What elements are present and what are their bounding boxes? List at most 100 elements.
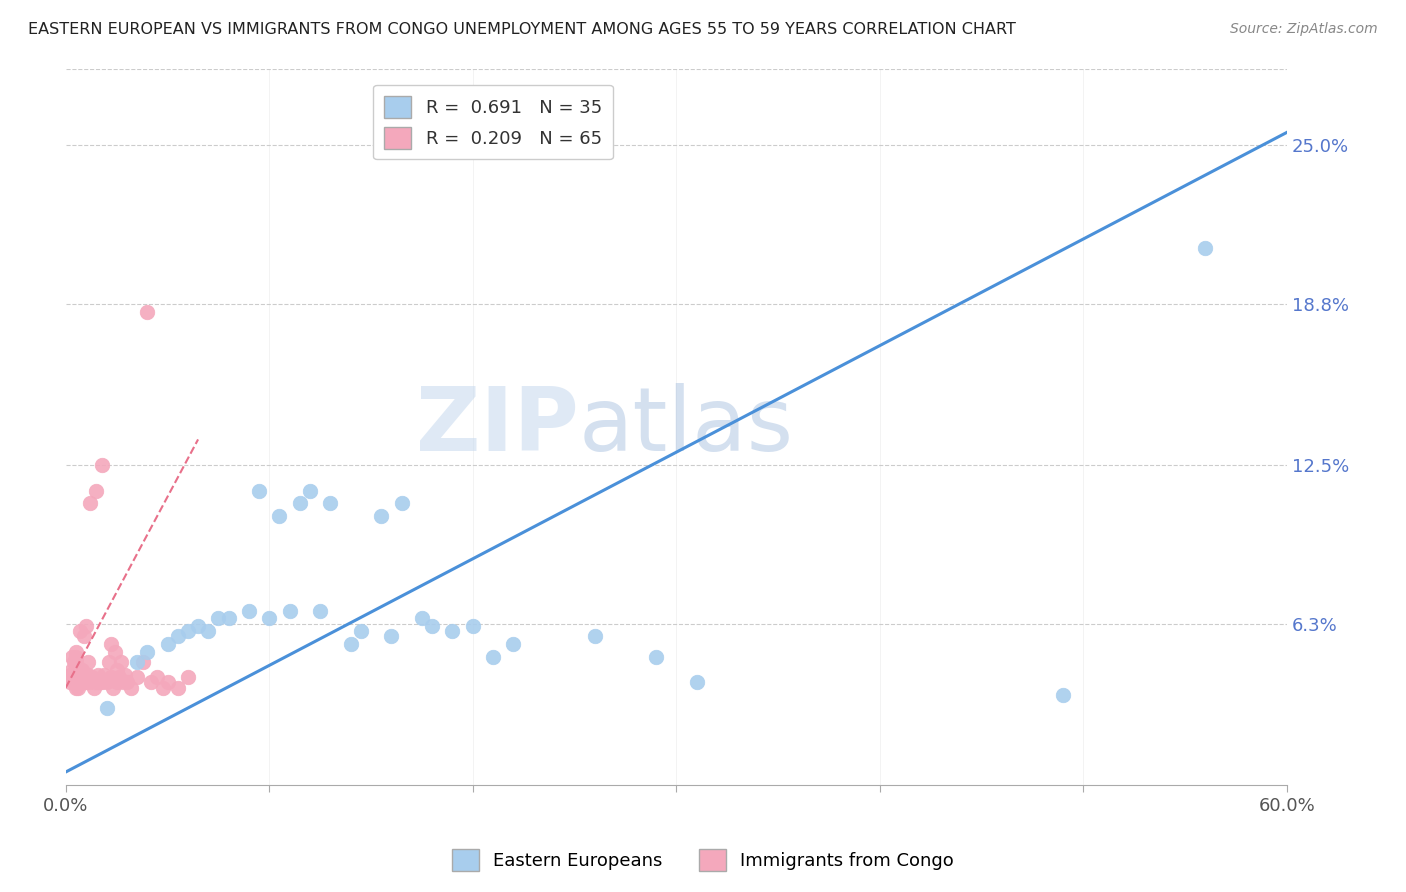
Point xyxy=(166,629,188,643)
Point xyxy=(83,681,105,695)
Point xyxy=(96,701,118,715)
Text: atlas: atlas xyxy=(579,384,794,470)
Point xyxy=(101,681,124,695)
Point xyxy=(166,681,188,695)
Point xyxy=(60,663,83,677)
Point xyxy=(70,670,93,684)
Point xyxy=(63,675,86,690)
Point xyxy=(645,649,668,664)
Point xyxy=(59,675,82,690)
Point xyxy=(66,675,89,690)
Point xyxy=(75,675,97,690)
Point xyxy=(339,637,361,651)
Point xyxy=(152,681,174,695)
Point xyxy=(269,509,291,524)
Point xyxy=(79,496,101,510)
Point xyxy=(65,660,87,674)
Point xyxy=(104,645,127,659)
Point xyxy=(77,655,100,669)
Point xyxy=(65,670,87,684)
Point xyxy=(115,675,138,690)
Point xyxy=(685,675,707,690)
Point xyxy=(70,663,93,677)
Point xyxy=(502,637,524,651)
Point xyxy=(100,670,122,684)
Point xyxy=(114,667,136,681)
Point xyxy=(146,670,169,684)
Point xyxy=(583,629,606,643)
Point xyxy=(100,637,122,651)
Point xyxy=(132,655,155,669)
Point xyxy=(65,655,87,669)
Point xyxy=(65,663,87,677)
Point xyxy=(125,670,148,684)
Point xyxy=(177,624,200,639)
Point xyxy=(197,624,219,639)
Point xyxy=(1194,241,1216,255)
Point xyxy=(65,675,87,690)
Point xyxy=(207,611,229,625)
Point xyxy=(238,604,260,618)
Legend: Eastern Europeans, Immigrants from Congo: Eastern Europeans, Immigrants from Congo xyxy=(444,842,962,879)
Point xyxy=(482,649,505,664)
Point xyxy=(350,624,373,639)
Point xyxy=(82,670,104,684)
Point xyxy=(66,670,89,684)
Point xyxy=(247,483,270,498)
Text: Source: ZipAtlas.com: Source: ZipAtlas.com xyxy=(1230,22,1378,37)
Point xyxy=(259,611,281,625)
Point xyxy=(319,496,342,510)
Point xyxy=(77,667,100,681)
Point xyxy=(87,667,110,681)
Point xyxy=(89,675,111,690)
Point xyxy=(218,611,240,625)
Point xyxy=(141,675,163,690)
Point xyxy=(278,604,301,618)
Point xyxy=(59,667,82,681)
Point xyxy=(370,509,392,524)
Point xyxy=(136,645,159,659)
Point xyxy=(1052,688,1074,702)
Point xyxy=(107,670,129,684)
Point xyxy=(105,663,128,677)
Point xyxy=(380,629,402,643)
Point xyxy=(69,675,91,690)
Point xyxy=(91,675,114,690)
Point xyxy=(420,619,443,633)
Point xyxy=(288,496,311,510)
Point xyxy=(156,637,179,651)
Text: EASTERN EUROPEAN VS IMMIGRANTS FROM CONGO UNEMPLOYMENT AMONG AGES 55 TO 59 YEARS: EASTERN EUROPEAN VS IMMIGRANTS FROM CONG… xyxy=(28,22,1017,37)
Point xyxy=(69,667,91,681)
Point xyxy=(63,655,86,669)
Point xyxy=(105,675,128,690)
Point xyxy=(65,645,87,659)
Point xyxy=(96,675,118,690)
Point xyxy=(111,675,134,690)
Point xyxy=(75,619,97,633)
Point xyxy=(63,667,86,681)
Point xyxy=(79,675,101,690)
Point xyxy=(177,670,200,684)
Point xyxy=(441,624,464,639)
Point xyxy=(156,675,179,690)
Point xyxy=(110,655,132,669)
Text: ZIP: ZIP xyxy=(416,384,579,470)
Point xyxy=(65,649,87,664)
Point xyxy=(73,629,96,643)
Point xyxy=(93,667,115,681)
Point xyxy=(65,667,87,681)
Point xyxy=(125,655,148,669)
Point xyxy=(461,619,484,633)
Point xyxy=(73,675,96,690)
Point xyxy=(309,604,332,618)
Point xyxy=(411,611,433,625)
Point xyxy=(65,681,87,695)
Point xyxy=(391,496,413,510)
Point xyxy=(60,670,83,684)
Point xyxy=(298,483,321,498)
Legend: R =  0.691   N = 35, R =  0.209   N = 65: R = 0.691 N = 35, R = 0.209 N = 65 xyxy=(374,85,613,160)
Point xyxy=(91,458,114,472)
Point xyxy=(187,619,209,633)
Point xyxy=(60,649,83,664)
Point xyxy=(66,681,89,695)
